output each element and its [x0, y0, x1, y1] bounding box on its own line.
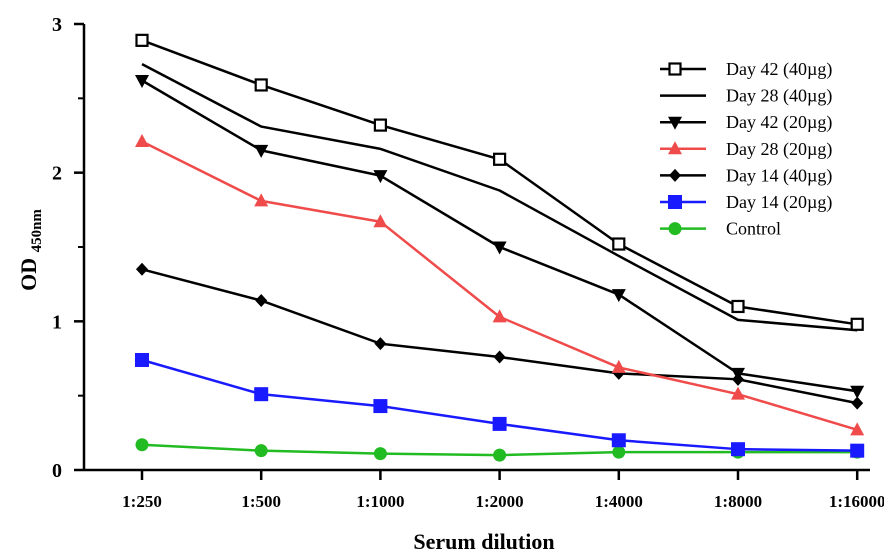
data-point-2-0	[135, 74, 149, 88]
legend: Day 42 (40µg) Day 28 (40µg) Day 42 (20µg) D…	[660, 59, 832, 239]
y-tick-label-0: 0	[52, 460, 62, 482]
legend-marker-4	[669, 168, 681, 182]
y-axis-title-sub: 450nm	[29, 209, 45, 253]
data-point-3-5	[731, 386, 745, 400]
data-point-0-6	[850, 317, 864, 331]
legend-label-5: Day 14 (20µg)	[726, 192, 832, 213]
x-tick-label-3: 1:2000	[476, 492, 524, 511]
data-point-2-6	[850, 385, 865, 399]
legend-label-2: Day 42 (20µg)	[726, 112, 832, 133]
data-point-4-0	[136, 262, 148, 276]
x-tick-label-5: 1:8000	[714, 492, 762, 511]
data-point-3-6	[850, 422, 865, 436]
legend-item-6: Control	[660, 219, 781, 239]
x-axis-title: Serum dilution	[413, 529, 554, 554]
legend-marker-3	[668, 141, 682, 155]
data-point-4-1	[255, 294, 268, 308]
series-2	[135, 74, 865, 399]
data-point-5-6	[850, 443, 865, 458]
series-layer	[135, 33, 865, 462]
data-point-0-1	[254, 78, 268, 92]
data-point-0-0	[135, 33, 149, 47]
y-tick-label-2: 2	[52, 163, 62, 185]
data-point-2-4	[611, 289, 626, 303]
legend-item-0: Day 42 (40µg)	[660, 59, 832, 80]
data-point-4-6	[851, 396, 864, 410]
x-tick-label-0: 1:250	[122, 492, 162, 511]
data-point-3-4	[611, 359, 626, 373]
series-line-1	[141, 63, 858, 332]
data-point-4-2	[374, 337, 387, 351]
y-axis-title-main: OD	[16, 258, 41, 291]
data-point-3-2	[373, 214, 388, 228]
series-0	[135, 33, 864, 331]
data-point-4-3	[493, 350, 506, 364]
data-point-5-4	[611, 433, 626, 448]
series-line-4	[141, 268, 858, 405]
data-point-5-2	[373, 399, 388, 414]
x-tick-label-1: 1:500	[241, 492, 281, 511]
data-point-2-1	[254, 144, 269, 158]
data-point-0-4	[612, 237, 626, 251]
data-point-2-3	[492, 241, 507, 255]
data-point-6-0	[135, 438, 149, 452]
legend-label-0: Day 42 (40µg)	[726, 59, 832, 80]
series-1	[141, 63, 858, 332]
legend-label-6: Control	[726, 219, 781, 239]
data-point-2-2	[373, 170, 388, 184]
legend-label-4: Day 14 (40µg)	[726, 165, 832, 186]
x-tick-label-4: 1:4000	[595, 492, 643, 511]
data-point-6-4	[612, 445, 626, 459]
data-point-6-1	[254, 444, 268, 458]
series-line-5	[141, 358, 858, 452]
series-5	[135, 352, 865, 458]
data-point-5-1	[254, 387, 269, 402]
x-tick-label-6: 1:16000	[829, 492, 884, 511]
axes: 0 1 2 3 1:250 1:500 1:1000 1:2000 1:4000 1:8000 1:…	[52, 14, 884, 511]
legend-marker-6	[668, 222, 682, 236]
y-tick-label-1: 1	[52, 311, 62, 333]
data-point-6-2	[373, 447, 387, 461]
series-3	[135, 133, 865, 436]
legend-label-3: Day 28 (20µg)	[726, 139, 832, 160]
legend-item-4: Day 14 (40µg)	[660, 165, 832, 186]
legend-label-1: Day 28 (40µg)	[726, 86, 832, 107]
data-point-0-3	[493, 152, 507, 166]
data-point-5-5	[731, 442, 745, 457]
legend-marker-0	[668, 62, 682, 76]
data-point-0-2	[373, 118, 387, 132]
series-4	[136, 262, 864, 410]
y-tick-label-3: 3	[52, 14, 62, 36]
data-point-5-3	[492, 416, 507, 431]
y-axis-title: OD 450nm	[16, 209, 45, 291]
legend-item-3: Day 28 (20µg)	[660, 139, 832, 160]
data-point-3-1	[254, 193, 269, 207]
legend-item-1: Day 28 (40µg)	[660, 86, 832, 107]
legend-item-5: Day 14 (20µg)	[660, 192, 832, 213]
legend-marker-5	[668, 195, 682, 209]
legend-item-2: Day 42 (20µg)	[660, 112, 832, 133]
data-point-3-0	[135, 133, 149, 147]
x-tick-label-2: 1:1000	[356, 492, 404, 511]
legend-marker-2	[668, 116, 682, 130]
data-point-2-5	[731, 367, 745, 381]
data-point-6-3	[493, 448, 507, 462]
data-point-3-3	[492, 309, 507, 323]
data-point-5-0	[135, 352, 149, 367]
data-point-0-5	[731, 299, 745, 314]
